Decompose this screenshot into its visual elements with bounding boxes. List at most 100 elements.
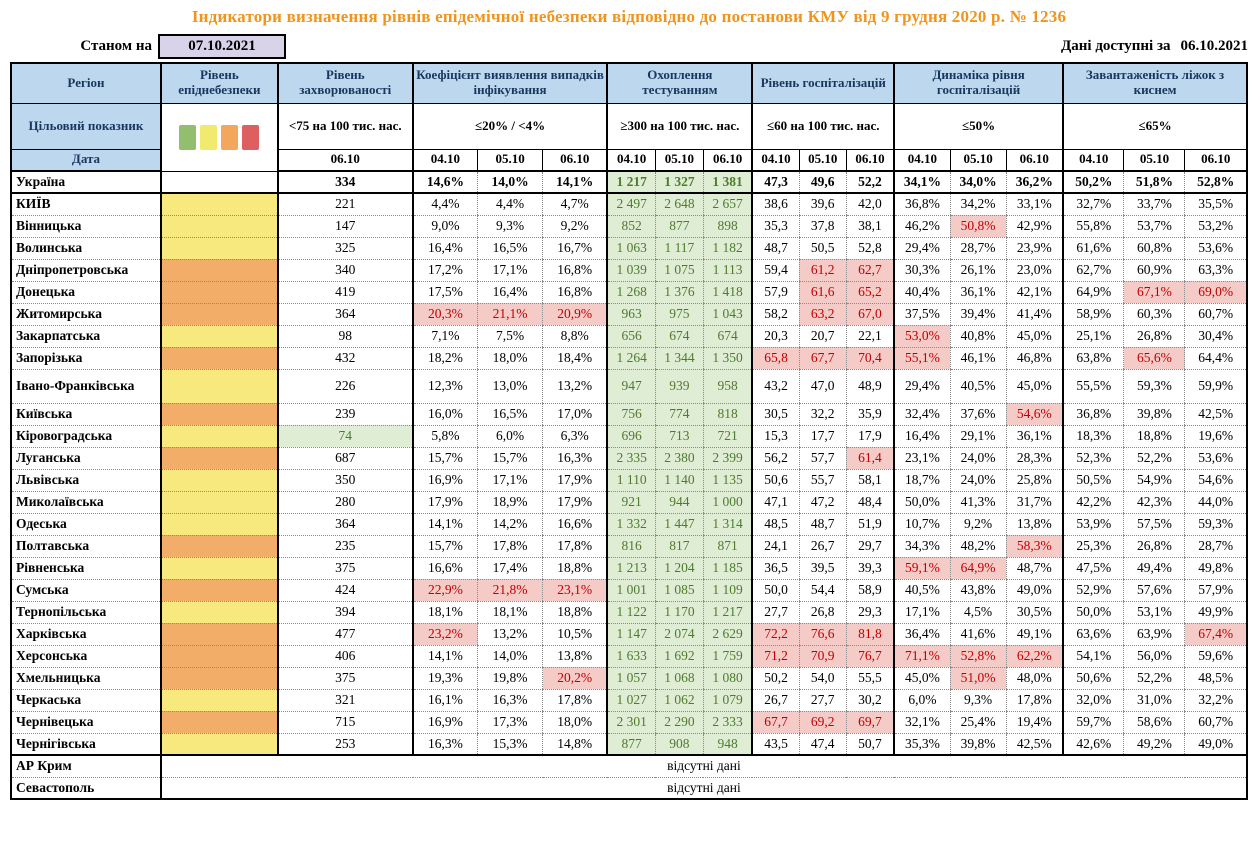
date-row-label: Дата (10, 148, 162, 172)
beds-cell: 56,0% (1123, 645, 1185, 668)
indicators-table: Регіон Рівень епіднебезпеки Рівень захво… (10, 62, 1249, 800)
epidemic-level-cell (160, 645, 279, 668)
testing-cell: 1 759 (702, 645, 754, 668)
hosp-cell: 26,7 (752, 689, 800, 712)
region-name: Севастополь (11, 777, 162, 800)
testing-cell: 2 290 (654, 711, 704, 734)
testing-cell: 2 629 (702, 623, 754, 646)
dyn-cell: 36,2% (1005, 171, 1065, 194)
legend-swatch-1 (200, 124, 218, 150)
hosp-cell: 48,7 (798, 513, 847, 536)
morbidity-cell: 98 (277, 325, 414, 348)
hosp-cell: 47,0 (798, 369, 847, 404)
morbidity-cell: 253 (277, 733, 414, 756)
region-name: Львівська (11, 469, 162, 492)
coef-cell: 16,3% (542, 447, 609, 470)
beds-cell: 60,3% (1123, 303, 1185, 326)
target-row-label: Цільовий показник (10, 102, 162, 150)
hosp-cell: 49,6 (798, 171, 847, 194)
testing-cell: 1 350 (702, 347, 754, 370)
testing-cell: 1 075 (654, 259, 704, 282)
testing-cell: 1 447 (654, 513, 704, 536)
morbidity-cell: 325 (277, 237, 414, 260)
dyn-cell: 32,4% (894, 403, 951, 426)
table-row: Вінницька 147 9,0% 9,3% 9,2% 852 877 898 35,3 37,… (11, 215, 1249, 238)
data-available: Дані доступні за 06.10.2021 (1061, 38, 1248, 55)
coef-cell: 20,2% (542, 667, 609, 690)
dyn-cell: 71,1% (894, 645, 951, 668)
testing-cell: 1 314 (702, 513, 754, 536)
no-data-row: АР Крим відсутні дані (11, 755, 1247, 778)
date-cell: 05.10 (949, 148, 1007, 172)
hosp-cell: 52,2 (845, 171, 896, 194)
coef-cell: 18,2% (412, 347, 478, 370)
hosp-cell: 67,7 (798, 347, 847, 370)
epidemic-level-cell (160, 491, 279, 514)
beds-cell: 57,5% (1123, 513, 1185, 536)
hosp-cell: 51,9 (845, 513, 896, 536)
hosp-cell: 48,7 (752, 237, 800, 260)
data-available-label: Дані доступні за (1060, 37, 1171, 54)
legend-swatch-2 (221, 124, 239, 150)
coef-cell: 16,5% (477, 237, 543, 260)
coef-cell: 19,3% (412, 667, 478, 690)
coef-cell: 17,1% (477, 469, 543, 492)
coef-cell: 21,1% (477, 303, 543, 326)
beds-cell: 49,0% (1184, 733, 1249, 756)
dyn-cell: 50,8% (949, 215, 1007, 238)
dyn-cell: 40,5% (894, 579, 951, 602)
epidemic-level-cell (160, 513, 279, 536)
beds-cell: 53,7% (1123, 215, 1185, 238)
testing-cell: 1 418 (702, 281, 754, 304)
testing-cell: 1 140 (654, 469, 704, 492)
testing-cell: 2 074 (654, 623, 704, 646)
testing-cell: 1 080 (702, 667, 754, 690)
beds-cell: 63,9% (1123, 623, 1185, 646)
hosp-cell: 72,2 (752, 623, 800, 646)
hosp-cell: 48,9 (845, 369, 896, 404)
hosp-cell: 50,6 (752, 469, 800, 492)
hosp-cell: 69,2 (798, 711, 847, 734)
hosp-cell: 71,2 (752, 645, 800, 668)
testing-cell: 1 204 (654, 557, 704, 580)
testing-cell: 2 335 (607, 447, 656, 470)
hosp-cell: 50,5 (798, 237, 847, 260)
dyn-cell: 41,6% (949, 623, 1007, 646)
hosp-cell: 76,6 (798, 623, 847, 646)
header-morbidity: Рівень захворюваності (277, 62, 414, 104)
dyn-cell: 43,8% (949, 579, 1007, 602)
table-row: Тернопільська 394 18,1% 18,1% 18,8% 1 122 1 17… (11, 601, 1249, 624)
target-coef: ≤20% / <4% (412, 102, 609, 150)
beds-cell: 59,3% (1184, 513, 1249, 536)
region-name: Херсонська (11, 645, 162, 668)
beds-cell: 60,7% (1184, 711, 1249, 734)
no-data-cell: відсутні дані (160, 777, 1247, 800)
testing-cell: 656 (607, 325, 656, 348)
coef-cell: 16,8% (542, 281, 609, 304)
beds-cell: 44,0% (1184, 491, 1249, 514)
dyn-cell: 48,0% (1005, 667, 1065, 690)
table-row: Херсонська 406 14,1% 14,0% 13,8% 1 633 1 692 1 … (11, 645, 1249, 668)
beds-cell: 61,6% (1063, 237, 1124, 260)
testing-cell: 674 (654, 325, 704, 348)
dyn-cell: 62,2% (1005, 645, 1065, 668)
dyn-cell: 46,8% (1005, 347, 1065, 370)
target-beds: ≤65% (1062, 102, 1248, 150)
region-name: Волинська (11, 237, 162, 260)
coef-cell: 20,9% (542, 303, 609, 326)
testing-cell: 1 182 (702, 237, 754, 260)
meta-row: Станом на 07.10.2021 Дані доступні за 06.… (10, 31, 1248, 61)
coef-cell: 17,8% (477, 535, 543, 558)
testing-cell: 975 (654, 303, 704, 326)
target-testing: ≥300 на 100 тис. нас. (606, 102, 754, 150)
dyn-cell: 50,0% (894, 491, 951, 514)
date-cell: 05.10 (477, 148, 544, 172)
beds-cell: 33,7% (1123, 193, 1185, 216)
coef-cell: 4,7% (542, 193, 609, 216)
testing-cell: 1 217 (607, 171, 656, 194)
dyn-cell: 33,1% (1005, 193, 1065, 216)
table-row: Черкаська 321 16,1% 16,3% 17,8% 1 027 1 062 1 0… (11, 689, 1249, 712)
coef-cell: 21,8% (477, 579, 543, 602)
coef-cell: 14,0% (477, 645, 543, 668)
coef-cell: 18,9% (477, 491, 543, 514)
